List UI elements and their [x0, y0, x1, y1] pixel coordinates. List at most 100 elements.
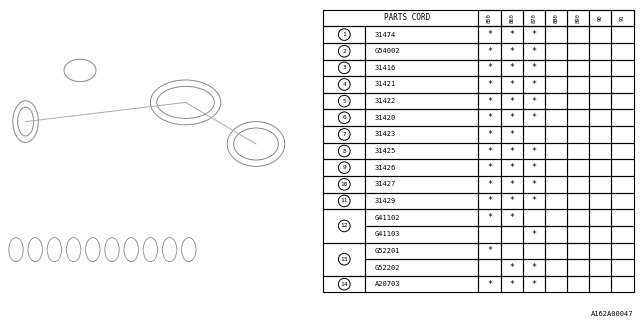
- Bar: [567, 10, 589, 26]
- Bar: [545, 76, 567, 93]
- Text: *: *: [531, 97, 536, 106]
- Bar: [479, 226, 500, 243]
- Bar: [500, 193, 523, 209]
- Bar: [589, 26, 611, 43]
- Bar: [500, 259, 523, 276]
- Text: 4: 4: [342, 82, 346, 87]
- Bar: [479, 193, 500, 209]
- Bar: [523, 259, 545, 276]
- Text: 890: 890: [575, 13, 580, 23]
- Text: *: *: [531, 180, 536, 189]
- Bar: [523, 193, 545, 209]
- Text: 11: 11: [340, 198, 348, 204]
- Bar: [611, 10, 634, 26]
- Bar: [500, 243, 523, 259]
- Bar: [365, 209, 479, 226]
- Text: 1: 1: [342, 32, 346, 37]
- Bar: [567, 126, 589, 143]
- Bar: [589, 93, 611, 109]
- Bar: [545, 143, 567, 159]
- Text: 880: 880: [554, 13, 559, 23]
- Bar: [523, 276, 545, 292]
- Text: *: *: [487, 130, 492, 139]
- Bar: [500, 43, 523, 60]
- Bar: [545, 193, 567, 209]
- Bar: [567, 159, 589, 176]
- Bar: [500, 126, 523, 143]
- Bar: [323, 176, 365, 193]
- Text: *: *: [531, 80, 536, 89]
- Bar: [567, 143, 589, 159]
- Bar: [500, 76, 523, 93]
- Text: *: *: [531, 230, 536, 239]
- Bar: [523, 93, 545, 109]
- Text: A162A00047: A162A00047: [591, 311, 634, 317]
- Text: *: *: [531, 196, 536, 205]
- Bar: [479, 76, 500, 93]
- Bar: [323, 159, 365, 176]
- Text: *: *: [509, 180, 514, 189]
- Bar: [611, 126, 634, 143]
- Text: 31474: 31474: [375, 32, 396, 37]
- Bar: [365, 159, 479, 176]
- Text: *: *: [509, 196, 514, 205]
- Text: *: *: [531, 280, 536, 289]
- Text: 12: 12: [340, 223, 348, 228]
- Bar: [365, 243, 479, 259]
- Bar: [567, 26, 589, 43]
- Bar: [589, 126, 611, 143]
- Bar: [500, 109, 523, 126]
- Text: 9: 9: [342, 165, 346, 170]
- Bar: [365, 43, 479, 60]
- Text: G52201: G52201: [375, 248, 401, 254]
- Text: *: *: [509, 147, 514, 156]
- Bar: [365, 259, 479, 276]
- Text: *: *: [531, 147, 536, 156]
- Bar: [323, 26, 365, 43]
- Bar: [589, 209, 611, 226]
- Text: 850: 850: [487, 13, 492, 23]
- Text: G52202: G52202: [375, 265, 401, 270]
- Bar: [323, 209, 365, 243]
- Text: 6: 6: [342, 115, 346, 120]
- Text: 3: 3: [342, 65, 346, 70]
- Bar: [523, 26, 545, 43]
- Text: *: *: [487, 196, 492, 205]
- Bar: [545, 243, 567, 259]
- Bar: [545, 26, 567, 43]
- Bar: [589, 109, 611, 126]
- Bar: [523, 159, 545, 176]
- Bar: [611, 159, 634, 176]
- Text: 870: 870: [531, 13, 536, 23]
- Bar: [500, 26, 523, 43]
- Bar: [611, 243, 634, 259]
- Text: 31421: 31421: [375, 82, 396, 87]
- Bar: [365, 26, 479, 43]
- Text: *: *: [487, 80, 492, 89]
- Bar: [323, 276, 365, 292]
- Bar: [365, 109, 479, 126]
- Bar: [500, 60, 523, 76]
- Text: *: *: [487, 213, 492, 222]
- Bar: [611, 176, 634, 193]
- Bar: [479, 159, 500, 176]
- Bar: [567, 76, 589, 93]
- Bar: [589, 226, 611, 243]
- Text: *: *: [487, 47, 492, 56]
- Bar: [523, 243, 545, 259]
- Text: *: *: [487, 147, 492, 156]
- Text: *: *: [487, 246, 492, 255]
- Bar: [500, 176, 523, 193]
- Bar: [545, 259, 567, 276]
- Text: 2: 2: [342, 49, 346, 54]
- Bar: [567, 43, 589, 60]
- Bar: [365, 126, 479, 143]
- Text: *: *: [487, 97, 492, 106]
- Bar: [323, 60, 365, 76]
- Bar: [523, 143, 545, 159]
- Bar: [611, 193, 634, 209]
- Bar: [500, 93, 523, 109]
- Bar: [500, 226, 523, 243]
- Bar: [365, 76, 479, 93]
- Bar: [323, 10, 634, 26]
